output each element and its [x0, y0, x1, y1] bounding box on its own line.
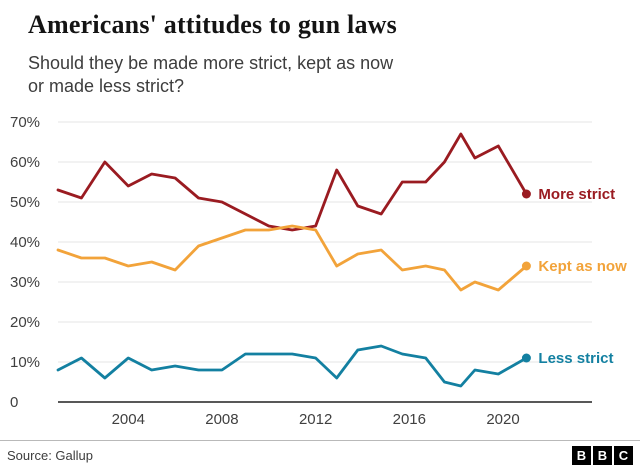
- y-tick-label: 50%: [10, 194, 40, 211]
- bbc-logo: B B C: [572, 446, 633, 465]
- line-less-strict: [56, 344, 528, 388]
- y-tick-label: 70%: [10, 114, 40, 131]
- y-tick-label: 20%: [10, 314, 40, 331]
- end-dot-more-strict: [521, 189, 531, 199]
- x-tick-label: 2004: [112, 411, 145, 428]
- series-label-more-strict: More strict: [538, 186, 615, 203]
- subtitle-line-2: or made less strict?: [28, 76, 185, 96]
- chart-subtitle: Should they be made more strict, kept as…: [28, 52, 393, 98]
- bbc-logo-block-b1: B: [572, 446, 591, 465]
- x-tick-label: 2012: [299, 411, 332, 428]
- y-tick-label: 30%: [10, 274, 40, 291]
- subtitle-line-1: Should they be made more strict, kept as…: [28, 53, 394, 73]
- end-dot-kept-as-now: [521, 261, 531, 271]
- y-tick-label: 10%: [10, 354, 40, 371]
- footer-divider: [0, 440, 640, 441]
- series-label-kept-as-now: Kept as now: [538, 258, 627, 275]
- y-tick-label: 40%: [10, 234, 40, 251]
- x-tick-label: 2008: [205, 411, 238, 428]
- x-tick-label: 2016: [393, 411, 426, 428]
- line-kept-as-now: [56, 224, 528, 292]
- source-label: Source: Gallup: [7, 448, 93, 463]
- line-more-strict: [56, 132, 528, 232]
- end-dot-less-strict: [521, 353, 531, 363]
- x-tick-label: 2020: [486, 411, 519, 428]
- y-tick-label: 0: [10, 394, 18, 411]
- bbc-logo-block-b2: B: [593, 446, 612, 465]
- page-title: Americans' attitudes to gun laws: [28, 10, 397, 39]
- series-label-less-strict: Less strict: [538, 350, 613, 367]
- y-tick-label: 60%: [10, 154, 40, 171]
- bbc-logo-block-c: C: [614, 446, 633, 465]
